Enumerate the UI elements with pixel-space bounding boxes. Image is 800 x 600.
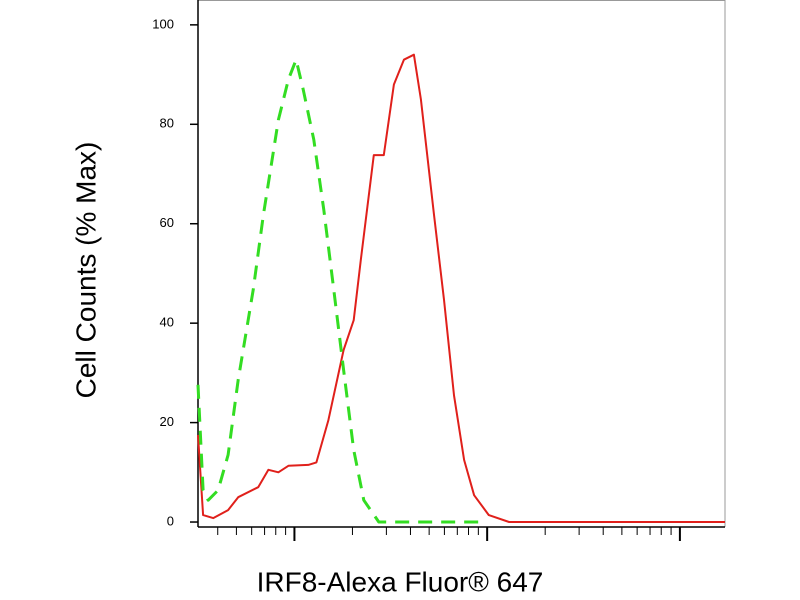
x-axis-title: IRF8-Alexa Fluor® 647 (257, 566, 544, 597)
y-tick-label: 100 (152, 16, 174, 31)
y-tick-label: 80 (160, 116, 174, 131)
series-line (196, 58, 480, 524)
series-line (197, 53, 725, 523)
y-tick-label: 40 (160, 315, 174, 330)
y-tick-label: 0 (167, 513, 174, 528)
y-axis-title: Cell Counts (% Max) (70, 142, 101, 399)
y-tick-label: 60 (160, 215, 174, 230)
y-tick-label: 20 (160, 414, 174, 429)
